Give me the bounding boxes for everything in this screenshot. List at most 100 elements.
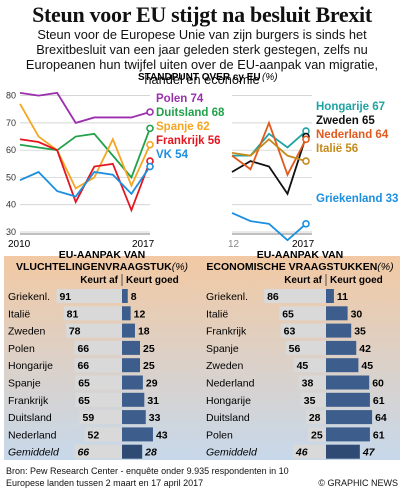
category-label: Italië <box>8 308 30 320</box>
value-label-keurt-af: 86 <box>267 291 279 303</box>
value-label-keurt-af: 66 <box>77 447 89 459</box>
x-tick-label: 2017 <box>292 239 315 250</box>
value-label-keurt-goed: 29 <box>146 378 158 390</box>
value-label-keurt-goed: 11 <box>337 291 348 303</box>
bar-keurt-goed <box>326 358 359 373</box>
value-label-keurt-af: 65 <box>78 378 90 390</box>
value-label-keurt-goed: 25 <box>143 343 155 355</box>
legend-keurt-af: Keurt af <box>284 275 322 286</box>
series-label-italië: Italië 56 <box>316 143 358 155</box>
value-label-keurt-af: 66 <box>77 360 89 372</box>
series-line-nederland <box>231 120 307 177</box>
bar-keurt-goed <box>326 323 352 338</box>
y-tick-label: 30 <box>6 227 16 237</box>
bar-keurt-af <box>79 410 122 425</box>
bar-chart-title: EU-AANPAK VAN <box>257 250 344 261</box>
value-label-keurt-af: 81 <box>67 308 79 320</box>
series-line-duitsland <box>19 128 151 180</box>
value-label-keurt-af: 46 <box>295 447 308 459</box>
bar-keurt-af <box>75 375 122 390</box>
value-label-keurt-af: 56 <box>289 343 301 355</box>
series-line-zweden <box>231 136 307 196</box>
value-label-keurt-af: 65 <box>78 395 90 407</box>
bar-chart-title-line: ECONOMISCHE VRAAGSTUKKEN <box>206 261 377 273</box>
page-title: Steun voor EU stijgt na besluit Brexit <box>32 2 372 27</box>
bar-chart-title: EU-AANPAK VAN <box>59 250 146 261</box>
category-label: Gemiddeld <box>8 447 60 459</box>
series-label-frankrijk: Frankrijk 56 <box>156 135 221 147</box>
bar-keurt-af <box>74 340 122 355</box>
series-endpoint-griekenland <box>302 220 310 228</box>
bar-keurt-af <box>264 289 326 303</box>
value-label-keurt-af: 91 <box>59 291 71 303</box>
legend-keurt-af: Keurt af <box>80 275 118 286</box>
value-label-keurt-goed: 31 <box>147 395 159 407</box>
legend-keurt-goed: Keurt goed <box>126 275 179 286</box>
value-label-keurt-goed: 28 <box>144 447 157 459</box>
bar-keurt-goed <box>326 340 357 355</box>
bar-keurt-goed <box>122 358 140 373</box>
source-note: Bron: Pew Research Center - enquête onde… <box>6 466 289 488</box>
bar-keurt-goed <box>326 444 360 459</box>
category-label: Griekenl. <box>8 291 50 303</box>
series-endpoint-italië <box>302 157 310 165</box>
bar-keurt-af <box>305 410 326 425</box>
series-label-spanje: Spanje 62 <box>156 121 210 133</box>
bar-charts: EU-AANPAK VANVLUCHTELINGENVRAAGSTUK(%)Ke… <box>4 250 400 460</box>
value-label-keurt-af: 63 <box>284 326 296 338</box>
series-endpoint-vk <box>146 162 154 171</box>
value-label-keurt-goed: 25 <box>143 360 155 372</box>
value-label-keurt-af: 45 <box>297 360 309 372</box>
series-line-italië <box>231 138 307 162</box>
y-tick-label: 70 <box>6 118 16 128</box>
value-label-keurt-goed: 12 <box>134 308 146 320</box>
series-label-zweden: Zweden 65 <box>316 115 375 127</box>
series-endpoint-nederland <box>302 135 310 144</box>
value-label-keurt-goed: 60 <box>372 378 384 390</box>
bar-keurt-goed <box>122 340 140 355</box>
value-label-keurt-goed: 61 <box>373 395 385 407</box>
bar-keurt-af <box>56 289 123 303</box>
category-label: Polen <box>206 429 233 441</box>
category-label: Italië <box>206 308 228 320</box>
bar-keurt-af <box>65 323 122 338</box>
category-label: Spanje <box>8 378 41 390</box>
bar-keurt-goed <box>122 392 145 407</box>
bar-keurt-af <box>300 392 326 407</box>
page-subtitle: Steun voor de Europese Unie van zijn bur… <box>25 27 379 87</box>
series-endpoint-spanje <box>146 140 154 149</box>
credit: © GRAPHIC NEWS <box>318 478 398 488</box>
series-endpoint-duitsland <box>146 124 154 133</box>
value-label-keurt-goed: 33 <box>149 412 161 424</box>
series-label-nederland: Nederland 64 <box>316 129 389 141</box>
value-label-keurt-goed: 43 <box>156 429 168 441</box>
y-tick-label: 40 <box>6 200 16 210</box>
category-label: Spanje <box>206 343 239 355</box>
series-label-duitsland: Duitsland 68 <box>156 107 225 119</box>
bar-keurt-af <box>74 444 122 459</box>
bar-keurt-af <box>280 323 326 338</box>
bar-keurt-goed <box>326 410 373 425</box>
category-label: Nederland <box>206 378 255 390</box>
value-label-keurt-goed: 8 <box>131 291 137 303</box>
series-label-griekenland: Griekenland 33 <box>316 193 398 205</box>
bar-chart-unit: (%) <box>172 261 188 273</box>
category-label: Polen <box>8 343 35 355</box>
series-label-vk: VK 54 <box>156 149 189 161</box>
bar-keurt-af <box>298 375 326 390</box>
bar-keurt-af <box>285 340 326 355</box>
bar-keurt-goed <box>122 375 143 390</box>
series-line-polen <box>19 91 151 124</box>
category-label: Frankrijk <box>8 395 49 407</box>
value-label-keurt-af: 78 <box>69 326 81 338</box>
bar-keurt-af <box>74 358 122 373</box>
value-label-keurt-goed: 64 <box>375 412 387 424</box>
series-line-griekenland <box>231 212 307 242</box>
x-tick-label: 2017 <box>132 239 155 250</box>
bar-keurt-goed <box>326 289 334 303</box>
category-label: Hongarije <box>206 395 251 407</box>
category-label: Duitsland <box>8 412 52 424</box>
bar-chart-unit: (%) <box>377 261 393 273</box>
value-label-keurt-af: 38 <box>302 378 314 390</box>
value-label-keurt-af: 25 <box>311 429 323 441</box>
